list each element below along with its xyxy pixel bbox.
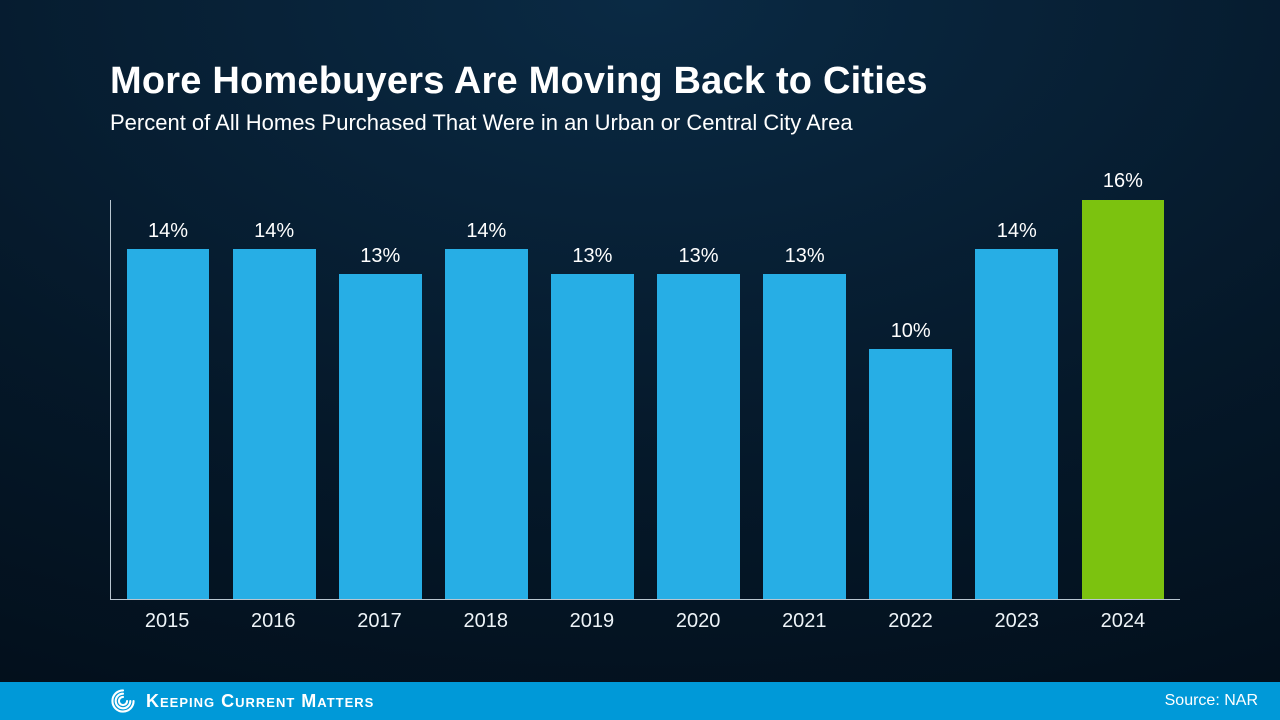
chart-title: More Homebuyers Are Moving Back to Citie… bbox=[110, 60, 928, 103]
bar-slot: 13% bbox=[539, 200, 645, 599]
bar-rect bbox=[869, 349, 952, 599]
bar-rect bbox=[1082, 200, 1165, 599]
bar-slot: 13% bbox=[645, 200, 751, 599]
footer-bar: Keeping Current Matters Source: NAR bbox=[0, 682, 1280, 720]
bar-rect bbox=[657, 274, 740, 599]
bar-value-label: 10% bbox=[858, 320, 964, 343]
x-axis-label: 2024 bbox=[1070, 610, 1176, 633]
bar-rect bbox=[763, 274, 846, 599]
x-axis-label: 2015 bbox=[114, 610, 220, 633]
bar-slot: 10% bbox=[858, 200, 964, 599]
brand: Keeping Current Matters bbox=[110, 688, 374, 714]
x-axis-labels: 2015201620172018201920202021202220232024 bbox=[110, 600, 1180, 633]
bar-value-label: 14% bbox=[433, 220, 539, 243]
x-axis-label: 2021 bbox=[751, 610, 857, 633]
x-axis-label: 2018 bbox=[433, 610, 539, 633]
bar-rect bbox=[551, 274, 634, 599]
bar-value-label: 14% bbox=[115, 220, 221, 243]
bar-value-label: 13% bbox=[327, 245, 433, 268]
x-axis-label: 2020 bbox=[645, 610, 751, 633]
bar-slot: 16% bbox=[1070, 200, 1176, 599]
infographic-stage: More Homebuyers Are Moving Back to Citie… bbox=[0, 0, 1280, 720]
chart-subtitle: Percent of All Homes Purchased That Were… bbox=[110, 110, 853, 136]
x-axis-label: 2023 bbox=[964, 610, 1070, 633]
bar-slot: 14% bbox=[221, 200, 327, 599]
bar-value-label: 13% bbox=[752, 245, 858, 268]
bar-rect bbox=[339, 274, 422, 599]
bar-slot: 13% bbox=[752, 200, 858, 599]
spiral-icon bbox=[110, 688, 136, 714]
bar-rect bbox=[127, 249, 210, 599]
x-axis-label: 2016 bbox=[220, 610, 326, 633]
brand-text: Keeping Current Matters bbox=[146, 691, 374, 712]
source-text: Source: NAR bbox=[1165, 692, 1258, 710]
bar-rect bbox=[445, 249, 528, 599]
bar-slot: 14% bbox=[115, 200, 221, 599]
x-axis-label: 2019 bbox=[539, 610, 645, 633]
x-axis-label: 2022 bbox=[857, 610, 963, 633]
bar-value-label: 13% bbox=[539, 245, 645, 268]
bar-slot: 14% bbox=[964, 200, 1070, 599]
bar-rect bbox=[975, 249, 1058, 599]
bar-value-label: 14% bbox=[221, 220, 327, 243]
bar-slot: 14% bbox=[433, 200, 539, 599]
bar-value-label: 14% bbox=[964, 220, 1070, 243]
bar-rect bbox=[233, 249, 316, 599]
bar-value-label: 13% bbox=[645, 245, 751, 268]
x-axis-label: 2017 bbox=[326, 610, 432, 633]
bar-slot: 13% bbox=[327, 200, 433, 599]
plot-area: 14%14%13%14%13%13%13%10%14%16% bbox=[110, 200, 1180, 600]
bar-value-label: 16% bbox=[1070, 170, 1176, 193]
bar-chart: 14%14%13%14%13%13%13%10%14%16% 201520162… bbox=[110, 200, 1180, 600]
